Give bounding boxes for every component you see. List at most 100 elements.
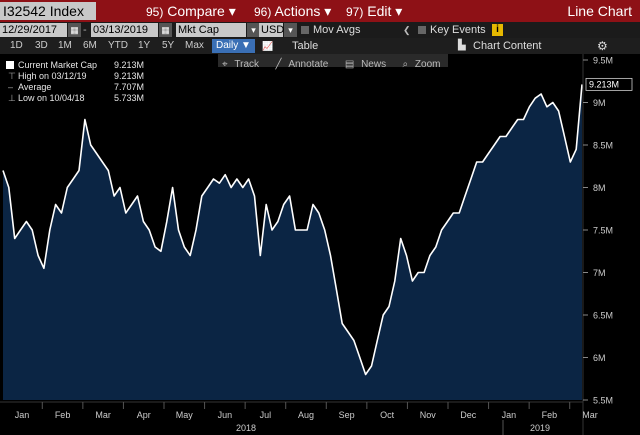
annotate-button[interactable]: ╱ Annotate xyxy=(272,59,337,70)
edit-menu[interactable]: 97) Edit ▾ xyxy=(346,0,402,22)
x-tick-label: Nov xyxy=(420,410,437,420)
key-events-label: Key Events xyxy=(430,24,486,36)
y-tick-label: 5.5M xyxy=(593,396,613,406)
compare-menu[interactable]: 95) Compare ▾ xyxy=(146,0,236,22)
x-tick-label: Mar xyxy=(95,410,111,420)
zoom-label: Zoom xyxy=(414,59,441,70)
key-events-checkbox[interactable] xyxy=(418,26,426,34)
mov-avgs-label: Mov Avgs xyxy=(313,24,361,36)
x-axis: Jan Feb Mar Apr May Jun Jul Aug Sep Oct Nov Dec Jan F… xyxy=(15,402,598,435)
period-ytd[interactable]: YTD xyxy=(108,40,128,51)
average-marker-icon: – xyxy=(8,82,14,92)
period-bar: 1D 3D 1M 6M YTD 1Y 5Y Max Daily ▼ 📈 Tabl… xyxy=(0,38,640,54)
start-date-field[interactable]: 12/29/2017 xyxy=(0,23,67,37)
edit-menu-label: Edit xyxy=(367,3,392,19)
date-separator: - xyxy=(83,24,87,36)
y-tick-label: 6.5M xyxy=(593,311,613,321)
year-label: 2018 xyxy=(236,423,256,433)
chevron-left-icon[interactable]: ❮ xyxy=(403,25,411,35)
end-date-field[interactable]: 03/13/2019 xyxy=(91,23,158,37)
line-chart-icon[interactable]: 📈 xyxy=(262,41,274,51)
actions-menu[interactable]: 96) Actions ▾ xyxy=(254,0,331,22)
calendar-icon[interactable]: ▦ xyxy=(159,23,172,37)
period-3d[interactable]: 3D xyxy=(35,40,48,51)
gear-icon[interactable]: ⚙ xyxy=(597,39,608,53)
chart-icon: ▙ xyxy=(458,40,466,51)
actions-menu-label: Actions xyxy=(274,3,321,19)
x-tick-label: Dec xyxy=(460,410,477,420)
current-value-label: 9.213M xyxy=(589,79,619,89)
x-tick-label: Oct xyxy=(380,410,395,420)
x-tick-label: Aug xyxy=(298,410,314,420)
legend-value: 9.213M xyxy=(114,71,145,81)
chart-content-button[interactable]: Chart Content xyxy=(473,40,542,52)
legend-label: Average xyxy=(18,82,52,92)
compare-menu-number: 95) xyxy=(146,5,164,19)
chevron-down-icon: ▾ xyxy=(324,3,332,19)
x-tick-label: Feb xyxy=(542,410,558,420)
period-1d[interactable]: 1D xyxy=(10,40,23,51)
period-6m[interactable]: 6M xyxy=(83,40,97,51)
x-tick-label: May xyxy=(176,410,194,420)
year-label: 2019 xyxy=(530,423,550,433)
compare-menu-label: Compare xyxy=(167,3,225,19)
x-tick-label: Sep xyxy=(339,410,355,420)
frequency-selector[interactable]: Daily ▼ xyxy=(212,39,255,53)
command-bar: I32542 Index 95) Compare ▾ 96) Actions ▾… xyxy=(0,0,640,22)
mov-avgs-checkbox[interactable] xyxy=(301,26,309,34)
y-tick-label: 7.5M xyxy=(593,226,613,236)
y-tick-label: 9M xyxy=(593,98,606,108)
series-area xyxy=(3,84,582,401)
x-tick-label: Jan xyxy=(502,410,517,420)
table-button[interactable]: Table xyxy=(292,40,319,52)
low-marker-icon: ⊥ xyxy=(8,93,16,103)
edit-menu-number: 97) xyxy=(346,5,364,19)
frequency-label: Daily xyxy=(216,40,239,51)
legend-value: 5.733M xyxy=(114,93,145,103)
legend-value: 9.213M xyxy=(114,60,145,70)
x-tick-label: Apr xyxy=(137,410,151,420)
market-cap-chart[interactable]: 5.5M 6M 6.5M 7M 7.5M 8M 8.5M 9M 9.5M Jan Feb Mar Ap… xyxy=(0,54,640,435)
zoom-button[interactable]: ⌕ Zoom xyxy=(399,59,449,70)
legend-label: High on 03/12/19 xyxy=(18,71,87,81)
news-label: News xyxy=(361,59,387,70)
series-line xyxy=(2,84,583,376)
news-button[interactable]: ▤ News xyxy=(341,59,394,70)
x-tick-label: Jul xyxy=(260,410,272,420)
x-tick-label: Jun xyxy=(218,410,233,420)
chart-toolbar: ⌖ Track ╱ Annotate ▤ News ⌕ Zoom xyxy=(218,54,449,70)
y-tick-label: 9.5M xyxy=(593,56,613,66)
settings-bar: 12/29/2017 ▦ - 03/13/2019 ▦ Mkt Cap ▾ US… xyxy=(0,22,640,38)
dropdown-icon[interactable]: ▾ xyxy=(284,23,297,37)
field-selector[interactable]: Mkt Cap xyxy=(176,23,246,37)
period-1y[interactable]: 1Y xyxy=(138,40,151,51)
currency-selector[interactable]: USD xyxy=(259,23,285,37)
chevron-down-icon: ▾ xyxy=(228,3,236,19)
dropdown-icon[interactable]: ▾ xyxy=(247,23,260,37)
current-value-marker: 9.213M xyxy=(585,77,633,91)
y-axis: 5.5M 6M 6.5M 7M 7.5M 8M 8.5M 9M 9.5M xyxy=(583,56,613,406)
actions-menu-number: 96) xyxy=(254,5,272,19)
y-tick-label: 7M xyxy=(593,268,606,278)
legend-label: Current Market Cap xyxy=(18,60,98,70)
period-1m[interactable]: 1M xyxy=(58,40,72,51)
y-tick-label: 8M xyxy=(593,183,606,193)
window-title: Line Chart xyxy=(567,3,632,19)
calendar-icon[interactable]: ▦ xyxy=(68,23,81,37)
info-icon[interactable]: i xyxy=(492,24,503,36)
legend-swatch xyxy=(6,61,14,69)
annotate-label: Annotate xyxy=(288,59,329,70)
y-tick-label: 6M xyxy=(593,353,606,363)
period-max[interactable]: Max xyxy=(185,40,204,51)
y-tick-label: 8.5M xyxy=(593,141,613,151)
high-marker-icon: ⊤ xyxy=(8,71,16,81)
period-5y[interactable]: 5Y xyxy=(162,40,175,51)
x-tick-label: Mar xyxy=(582,410,598,420)
chevron-down-icon: ▾ xyxy=(395,3,403,19)
track-button[interactable]: ⌖ Track xyxy=(218,59,267,70)
ticker-field[interactable]: I32542 Index xyxy=(0,2,96,20)
x-tick-label: Feb xyxy=(55,410,71,420)
legend-label: Low on 10/04/18 xyxy=(18,93,85,103)
x-tick-label: Jan xyxy=(15,410,30,420)
legend-value: 7.707M xyxy=(114,82,145,92)
